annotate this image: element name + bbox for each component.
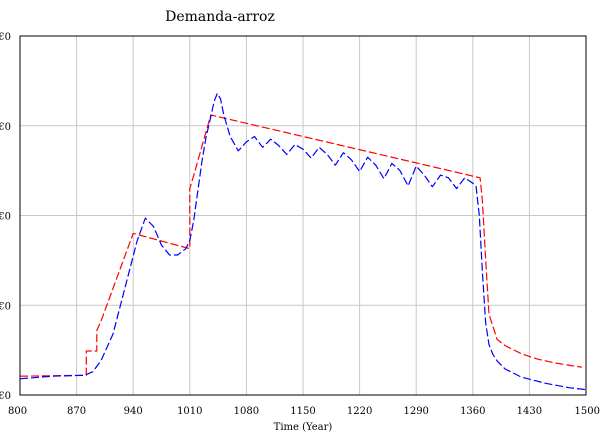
series-line-2 bbox=[19, 92, 587, 391]
y-tick-label: €0 bbox=[0, 301, 11, 312]
y-tick-label: €0 bbox=[0, 391, 11, 402]
x-tick-label: 1220 bbox=[347, 406, 372, 417]
chart-title: Demanda-arroz bbox=[165, 9, 275, 25]
grid bbox=[20, 36, 586, 395]
x-tick-label: 1500 bbox=[575, 406, 600, 417]
plot-frame bbox=[19, 35, 587, 396]
x-tick-label: 1430 bbox=[517, 406, 542, 417]
x-tick-label: 1360 bbox=[460, 406, 485, 417]
x-tick-label: 1080 bbox=[234, 406, 259, 417]
y-tick-label: €0 bbox=[0, 212, 11, 223]
y-tick-label: €0 bbox=[0, 32, 11, 43]
x-tick-label: 800 bbox=[8, 406, 27, 417]
series-layer bbox=[19, 92, 587, 391]
x-tick-label: 1150 bbox=[290, 406, 315, 417]
x-tick-label: 1290 bbox=[403, 406, 428, 417]
x-tick-label: 870 bbox=[67, 406, 86, 417]
x-axis-ticks: 800 870 940 1010 1080 1150 1220 1290 1360 1430 150… bbox=[8, 406, 600, 417]
series-line-1 bbox=[19, 114, 583, 377]
x-tick-label: 940 bbox=[124, 406, 143, 417]
y-axis-ticks: €0 €0 €0 €0 €0 bbox=[0, 32, 11, 402]
x-axis-label: Time (Year) bbox=[274, 422, 333, 433]
x-tick-label: 1010 bbox=[177, 406, 202, 417]
y-tick-label: €0 bbox=[0, 122, 11, 133]
